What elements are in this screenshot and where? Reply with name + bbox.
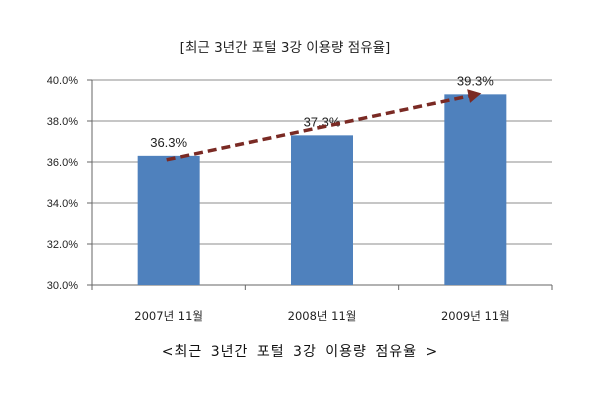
y-tick-label: 34.0% [47,198,78,210]
bar [291,135,353,285]
y-tick-label: 40.0% [47,75,78,87]
trend-arrow-line [166,94,469,162]
trend-arrow-head [467,89,482,103]
category-label: 2007년 11월 [134,309,203,323]
chart-caption: <최근 3년간 포털 3강 이용량 점유율 > [161,344,439,360]
y-tick-label: 32.0% [47,239,78,251]
y-tick-label: 30.0% [47,280,78,292]
y-tick-label: 38.0% [47,116,78,128]
data-label: 39.3% [457,73,494,88]
data-label: 36.3% [150,135,187,150]
category-label: 2009년 11월 [441,309,510,323]
chart-title: [최근 3년간 포털 3강 이용량 점유율] [180,40,391,56]
bar [444,94,507,285]
bar [137,155,200,285]
category-label: 2008년 11월 [288,309,357,323]
y-tick-label: 36.0% [47,157,78,169]
